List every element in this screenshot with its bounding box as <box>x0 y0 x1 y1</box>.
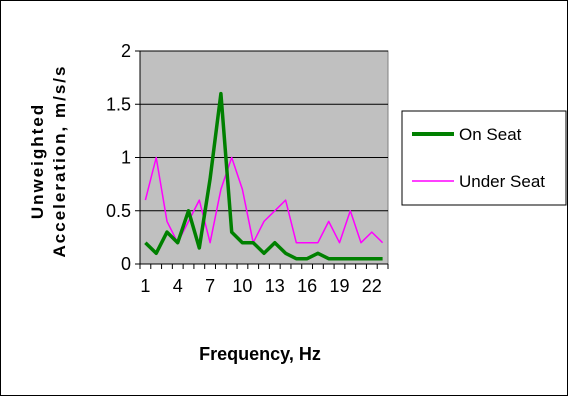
series-line-under-seat <box>144 156 384 244</box>
x-tick-label: 13 <box>265 276 285 296</box>
x-tick-label: 4 <box>173 276 183 296</box>
x-tick-label: 19 <box>329 276 349 296</box>
series-line-on-seat <box>144 91 383 261</box>
y-tick-label: 2 <box>121 41 131 61</box>
legend-label-under-seat: Under Seat <box>459 172 545 191</box>
legend-label-on-seat: On Seat <box>459 125 522 144</box>
x-tick-label: 1 <box>140 276 150 296</box>
legend: On Seat Under Seat <box>401 110 567 206</box>
x-tick-label: 10 <box>232 276 252 296</box>
y-tick-label: 0.5 <box>106 201 131 221</box>
x-tick-label: 7 <box>205 276 215 296</box>
legend-box <box>401 110 567 206</box>
x-axis-title: Frequency, Hz <box>199 344 321 364</box>
y-tick-label: 1.5 <box>106 94 131 114</box>
y-axis-title-line-2: Acceleration, m/s/s <box>50 65 69 258</box>
x-tick-label: 22 <box>362 276 382 296</box>
y-axis-title-line-1: Unweighted <box>28 103 47 219</box>
y-tick-label: 0 <box>121 254 131 274</box>
y-tick-label: 1 <box>121 148 131 168</box>
x-tick-label: 16 <box>297 276 317 296</box>
